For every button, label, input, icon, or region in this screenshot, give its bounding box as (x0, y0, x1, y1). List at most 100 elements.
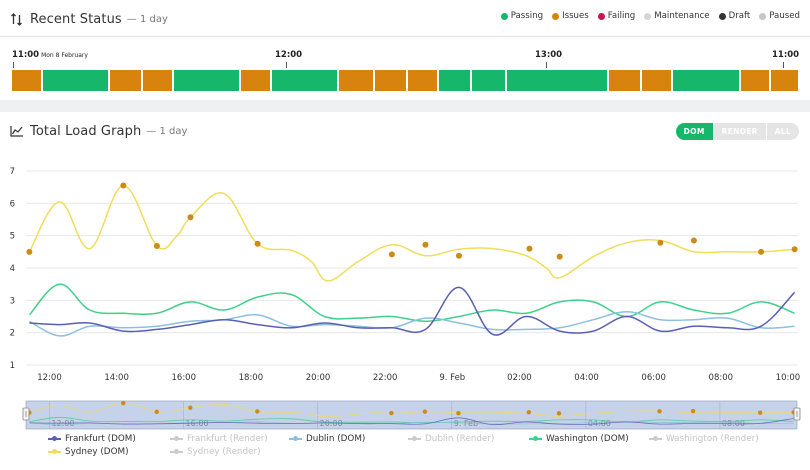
status-segment-passing[interactable] (271, 70, 338, 91)
status-segment-issues[interactable] (642, 70, 671, 91)
status-segment-passing[interactable] (672, 70, 739, 91)
navigator-selection[interactable] (25, 400, 798, 430)
load-graph-title: Total Load Graph (30, 123, 142, 139)
status-segment-issues[interactable] (771, 70, 798, 91)
paused-dot-icon (759, 12, 767, 20)
x-tick-label: 12:00 (37, 373, 62, 383)
data-point-sydney-dom[interactable] (556, 253, 563, 260)
status-segment-issues[interactable] (110, 70, 141, 91)
data-point-sydney-dom[interactable] (526, 245, 533, 252)
status-segment-passing[interactable] (472, 70, 506, 91)
series-legend-label: Washington (Render) (666, 434, 759, 444)
status-segment-issues[interactable] (339, 70, 374, 91)
recent-status-panel: Recent Status — 1 day Passing Issues Faili… (0, 0, 810, 100)
data-point-sydney-dom[interactable] (791, 246, 798, 253)
toggle-dom[interactable]: DOM (675, 123, 713, 140)
status-segment-issues[interactable] (740, 70, 770, 91)
toggle-all[interactable]: ALL (765, 123, 799, 140)
y-tick-label: 1 (10, 361, 15, 371)
status-segment-passing[interactable] (438, 70, 471, 91)
data-point-sydney-dom[interactable] (254, 240, 261, 247)
status-segment-issues[interactable] (12, 70, 41, 91)
legend-item-frankfurt-render[interactable]: Frankfurt (Render) (170, 434, 268, 444)
status-segment-passing[interactable] (507, 70, 607, 91)
navigator-series-dublin-dom (29, 420, 794, 426)
navigator-series-washington-dom (29, 416, 794, 424)
series-swatch-icon (529, 435, 542, 443)
status-segment-issues[interactable] (608, 70, 641, 91)
series-swatch-icon (48, 435, 61, 443)
y-tick-label: 7 (10, 167, 15, 177)
series-swatch-icon (170, 448, 183, 456)
navigator-point (121, 400, 126, 406)
navigator-point (188, 405, 193, 410)
status-segment-passing[interactable] (42, 70, 109, 91)
legend-failing: Failing (597, 11, 635, 21)
status-time-tick (546, 62, 547, 68)
status-timeline-bar (12, 70, 798, 91)
sort-arrows-icon (10, 12, 24, 26)
status-segment-passing[interactable] (173, 70, 240, 91)
data-point-sydney-dom[interactable] (758, 248, 765, 255)
data-point-sydney-dom[interactable] (153, 243, 160, 250)
series-swatch-icon (170, 435, 183, 443)
recent-status-header: Recent Status — 1 day (10, 9, 168, 29)
legend-maintenance: Maintenance (644, 11, 710, 21)
y-tick-label: 4 (10, 264, 15, 274)
data-point-sydney-dom[interactable] (657, 239, 664, 246)
chart-navigator[interactable]: 12:00 16:00 20:00 9. Feb 04:00 08:00 (0, 395, 810, 431)
legend-item-frankfurt-dom[interactable]: Frankfurt (DOM) (48, 434, 136, 444)
series-legend-label: Dublin (Render) (425, 434, 495, 444)
series-line-sydney-dom[interactable] (28, 184, 795, 282)
legend-issues: Issues (552, 11, 589, 21)
navigator-point (255, 409, 260, 414)
metric-toggle-group: DOM RENDER ALL (675, 123, 799, 140)
x-tick-label: 04:00 (574, 373, 599, 383)
x-tick-label: 16:00 (172, 373, 197, 383)
status-segment-issues[interactable] (142, 70, 172, 91)
data-point-sydney-dom[interactable] (120, 182, 127, 189)
legend-item-washington-dom[interactable]: Washington (DOM) (529, 434, 629, 444)
series-line-dublin-dom[interactable] (29, 310, 795, 337)
data-point-sydney-dom[interactable] (455, 252, 462, 259)
legend-item-sydney-render[interactable]: Sydney (Render) (170, 447, 261, 457)
data-point-sydney-dom[interactable] (422, 241, 429, 248)
status-segment-issues[interactable] (407, 70, 437, 91)
data-point-sydney-dom[interactable] (26, 248, 33, 255)
data-point-sydney-dom[interactable] (388, 251, 395, 258)
legend-item-dublin-dom[interactable]: Dublin (DOM) (289, 434, 365, 444)
status-segment-issues[interactable] (241, 70, 270, 91)
navigator-point (657, 409, 662, 414)
status-time-label: 11:00 (772, 50, 799, 60)
legend-item-washington-render[interactable]: Washington (Render) (649, 434, 759, 444)
series-legend-label: Sydney (Render) (187, 447, 261, 457)
series-swatch-icon (408, 435, 421, 443)
series-legend-label: Frankfurt (Render) (187, 434, 268, 444)
navigator-series-frankfurt-dom (29, 417, 794, 426)
status-time-value: 11:00 (12, 50, 40, 60)
recent-status-title: Recent Status (30, 11, 122, 27)
navigator-point (456, 411, 461, 416)
y-tick-label: 3 (10, 296, 15, 306)
legend-item-sydney-dom[interactable]: Sydney (DOM) (48, 447, 129, 457)
navigator-point (690, 408, 696, 414)
navigator-point (154, 409, 159, 415)
x-tick-label: 22:00 (373, 373, 398, 383)
x-tick-label: 06:00 (641, 373, 666, 383)
data-point-sydney-dom[interactable] (690, 237, 697, 244)
status-time-label: 13:00 (535, 50, 562, 60)
status-time-label: 12:00 (275, 50, 302, 60)
status-date-value: Mon 8 February (41, 52, 88, 59)
data-point-sydney-dom[interactable] (187, 214, 194, 221)
series-line-frankfurt-dom[interactable] (29, 286, 796, 336)
area-chart-icon (10, 124, 24, 138)
legend-item-dublin-render[interactable]: Dublin (Render) (408, 434, 494, 444)
load-graph-header: Total Load Graph — 1 day (10, 121, 187, 141)
navigator-point (422, 409, 428, 414)
legend-passing: Passing (500, 11, 543, 21)
series-legend-label: Sydney (DOM) (65, 447, 129, 457)
series-line-washington-dom[interactable] (28, 283, 795, 323)
status-segment-issues[interactable] (375, 70, 406, 91)
toggle-render[interactable]: RENDER (712, 123, 766, 140)
